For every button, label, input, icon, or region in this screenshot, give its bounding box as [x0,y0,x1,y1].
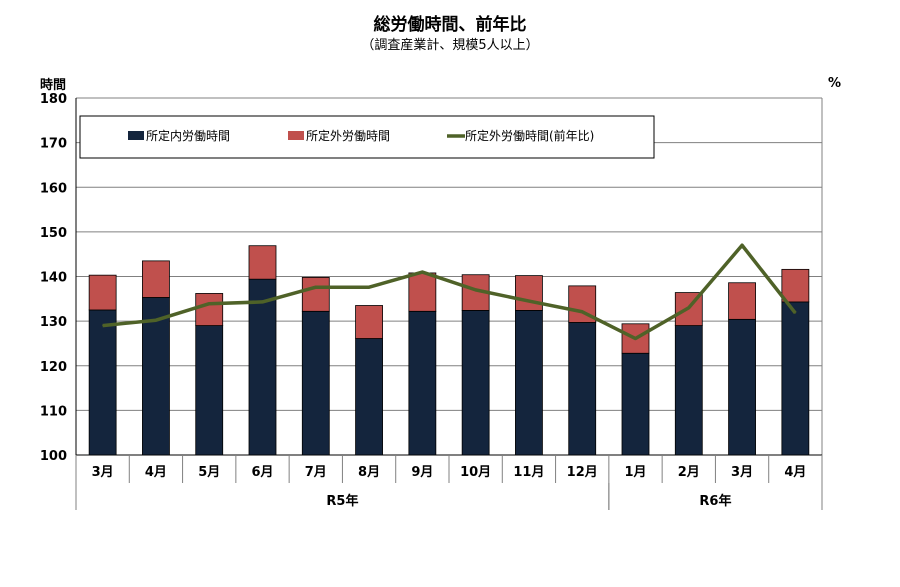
x-tick-label: 2月 [678,465,700,480]
bar-shotei-gai [142,260,170,298]
y-axis-left-unit: 時間 [40,78,67,93]
bar-shotei-nai [195,325,224,456]
bar-shotei-gai [301,276,330,312]
x-tick-label: 7月 [305,465,327,480]
bar-shotei-gai [355,305,383,339]
bar-shotei-nai [355,338,383,456]
legend-label-shotei-gai: 所定外労働時間 [306,128,390,143]
y-tick-label: 100 [40,449,67,464]
x-tick-label: 3月 [731,465,753,480]
x-tick-label: 1月 [624,465,646,480]
x-tick-label: 5月 [198,465,220,480]
bar-shotei-nai [88,309,117,456]
x-tick-label: 4月 [145,465,167,480]
line-point [475,289,477,291]
line-point [368,286,370,288]
bar-shotei-nai [142,297,170,456]
line-shotei-gai-yoy [102,243,797,341]
y-tick-label: 170 [40,137,67,152]
x-tick-label: 9月 [411,465,433,480]
line-point [581,311,583,313]
line-point [741,244,743,246]
y-tick-label: 140 [40,271,67,286]
x-tick-label: 3月 [92,465,114,480]
x-group-label: R6年 [699,493,731,509]
x-tick-label: 6月 [251,465,273,480]
y-tick-label: 110 [40,404,67,419]
bar-shotei-nai [248,278,277,456]
chart-subtitle: （調査産業計、規模5人以上） [361,38,539,53]
legend-label-shotei-nai: 所定内労働時間 [146,128,230,143]
bar-shotei-gai [728,282,756,320]
line-point [262,301,263,303]
line-point [208,303,210,305]
bar-shotei-gai [781,268,810,303]
chart-title: 総労働時間、前年比 [373,15,527,35]
bar-shotei-nai [674,325,703,456]
x-tick-label: 8月 [358,465,380,480]
line-point [528,300,530,302]
legend-swatch-shotei-nai [128,131,144,140]
x-group-label: R5年 [326,493,358,509]
legend-swatch-shotei-gai [288,131,304,140]
y-tick-label: 120 [40,360,67,375]
x-tick-label: 12月 [567,465,598,480]
y-tick-label: 180 [40,92,67,107]
x-tick-label: 11月 [513,465,544,480]
y-axis-right-unit: % [828,76,842,91]
line-point [102,325,104,327]
bar-shotei-gai [515,275,543,311]
line-point [794,312,796,314]
line-point [635,338,636,340]
line-point [315,286,317,288]
x-tick-label: 10月 [460,465,491,480]
bar-shotei-nai [621,352,650,456]
legend-box [79,115,655,159]
bar-shotei-nai [408,310,437,456]
line-point [688,307,690,309]
line-point [421,271,423,273]
bar-shotei-gai [195,293,224,326]
bar-shotei-nai [515,310,543,456]
bar-shotei-gai [248,245,277,280]
legend-label-line: 所定外労働時間(前年比) [465,128,594,143]
y-tick-label: 130 [40,315,67,330]
bar-shotei-nai [301,310,330,456]
line-point [155,319,157,321]
bar-shotei-nai [461,310,490,456]
bar-shotei-gai [88,274,117,311]
x-tick-label: 4月 [784,465,806,480]
y-tick-label: 160 [40,181,67,196]
bar-shotei-nai [568,322,597,456]
bar-shotei-nai [728,318,756,456]
bar-shotei-gai [408,272,437,312]
bar-shotei-nai [781,301,810,456]
y-tick-label: 150 [40,226,67,241]
